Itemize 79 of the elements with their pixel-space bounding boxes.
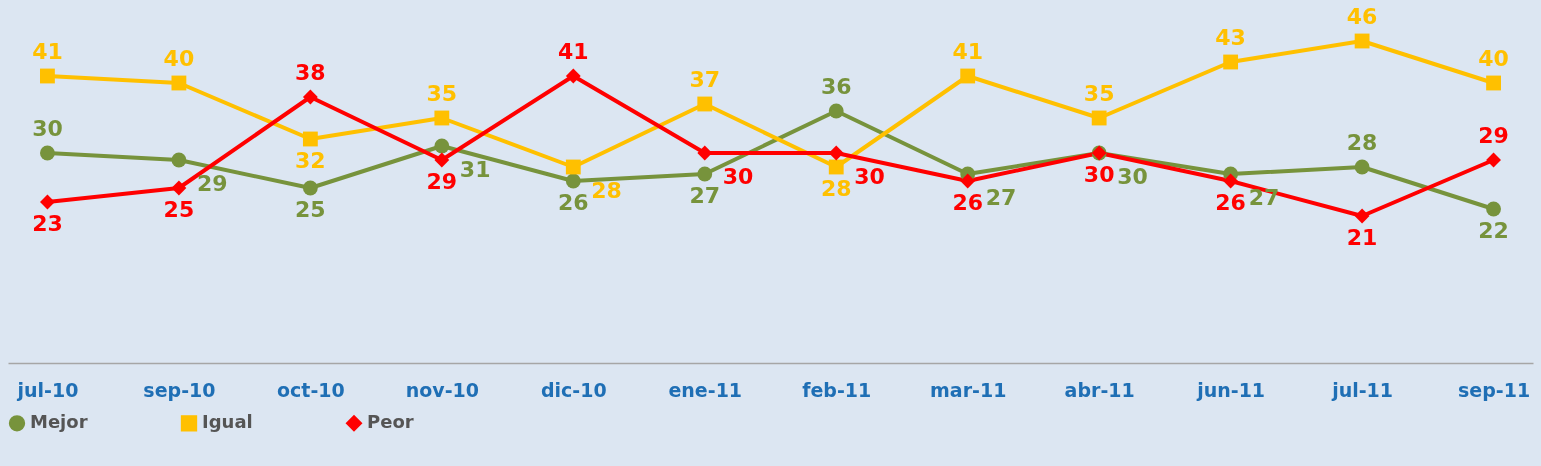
x-tick-label: jun-11	[1196, 378, 1266, 401]
point	[171, 152, 187, 168]
point	[434, 138, 450, 154]
point	[828, 159, 844, 175]
data-label: 26	[557, 190, 589, 215]
data-label: 27	[689, 183, 721, 208]
data-label: 40	[1478, 46, 1509, 71]
point	[697, 166, 713, 182]
point	[434, 110, 450, 126]
data-label: 29	[1478, 123, 1509, 148]
data-label: 26	[1215, 190, 1246, 215]
data-label: 30	[1083, 162, 1115, 187]
point	[302, 180, 318, 196]
point	[302, 131, 318, 147]
point	[960, 68, 976, 84]
data-label: 46	[1346, 4, 1378, 29]
data-label: 40	[163, 46, 195, 71]
data-label: 26	[952, 190, 984, 215]
point	[1486, 201, 1501, 217]
point	[40, 145, 55, 161]
point	[171, 180, 187, 196]
legend-label: Peor	[367, 411, 414, 433]
data-label: 30	[854, 164, 885, 189]
x-tick-label: feb-11	[802, 378, 872, 401]
x-tick-label: mar-11	[930, 378, 1007, 401]
data-label: 22	[1478, 218, 1509, 243]
x-tick-label: sep-10	[143, 378, 216, 401]
x-tick-label: jul-11	[1331, 378, 1394, 401]
data-label: 27	[985, 185, 1017, 210]
data-label: 43	[1215, 25, 1246, 50]
point	[40, 68, 55, 84]
point	[565, 68, 581, 84]
data-label: 28	[820, 176, 852, 201]
data-label: 35	[426, 81, 458, 106]
data-label: 41	[557, 39, 589, 64]
data-label: 30	[32, 116, 63, 141]
x-tick-label: oct-10	[277, 378, 345, 401]
data-label: 29	[196, 171, 228, 196]
point	[1486, 75, 1501, 91]
point	[302, 89, 318, 105]
legend-label: Mejor	[30, 411, 88, 433]
x-tick-label: sep-11	[1458, 378, 1531, 401]
data-label: 23	[32, 211, 63, 236]
data-label: 41	[32, 39, 63, 64]
data-label: 35	[1083, 81, 1115, 106]
data-label: 32	[295, 148, 326, 173]
point	[434, 152, 450, 168]
data-label: 28	[591, 178, 622, 203]
x-tick-label: abr-11	[1064, 378, 1135, 401]
point	[1354, 33, 1370, 49]
x-tick-label: jul-10	[16, 378, 79, 401]
data-label: 30	[1117, 164, 1148, 189]
legend-label: Igual	[202, 411, 253, 433]
x-tick-label: nov-10	[405, 378, 479, 401]
point	[828, 103, 844, 119]
point	[1354, 208, 1370, 224]
data-label: 37	[689, 67, 721, 92]
point	[1223, 54, 1239, 70]
data-label: 29	[426, 169, 458, 194]
point	[1223, 173, 1239, 189]
data-label: 25	[295, 197, 326, 222]
data-label: 28	[1346, 130, 1378, 155]
data-label: 25	[163, 197, 195, 222]
point	[1091, 110, 1107, 126]
data-label: 21	[1346, 225, 1378, 250]
data-label: 38	[295, 60, 326, 85]
x-tick-label: dic-10	[540, 378, 607, 401]
data-label: 31	[459, 157, 491, 182]
data-label: 36	[820, 74, 852, 99]
point	[1354, 159, 1370, 175]
x-tick-label: ene-11	[668, 378, 743, 401]
data-label: 27	[1248, 185, 1280, 210]
point	[697, 96, 713, 112]
point	[171, 75, 187, 91]
point	[960, 173, 976, 189]
data-label: 41	[952, 39, 984, 64]
point	[565, 159, 581, 175]
data-label: 30	[722, 164, 754, 189]
point	[565, 173, 581, 189]
